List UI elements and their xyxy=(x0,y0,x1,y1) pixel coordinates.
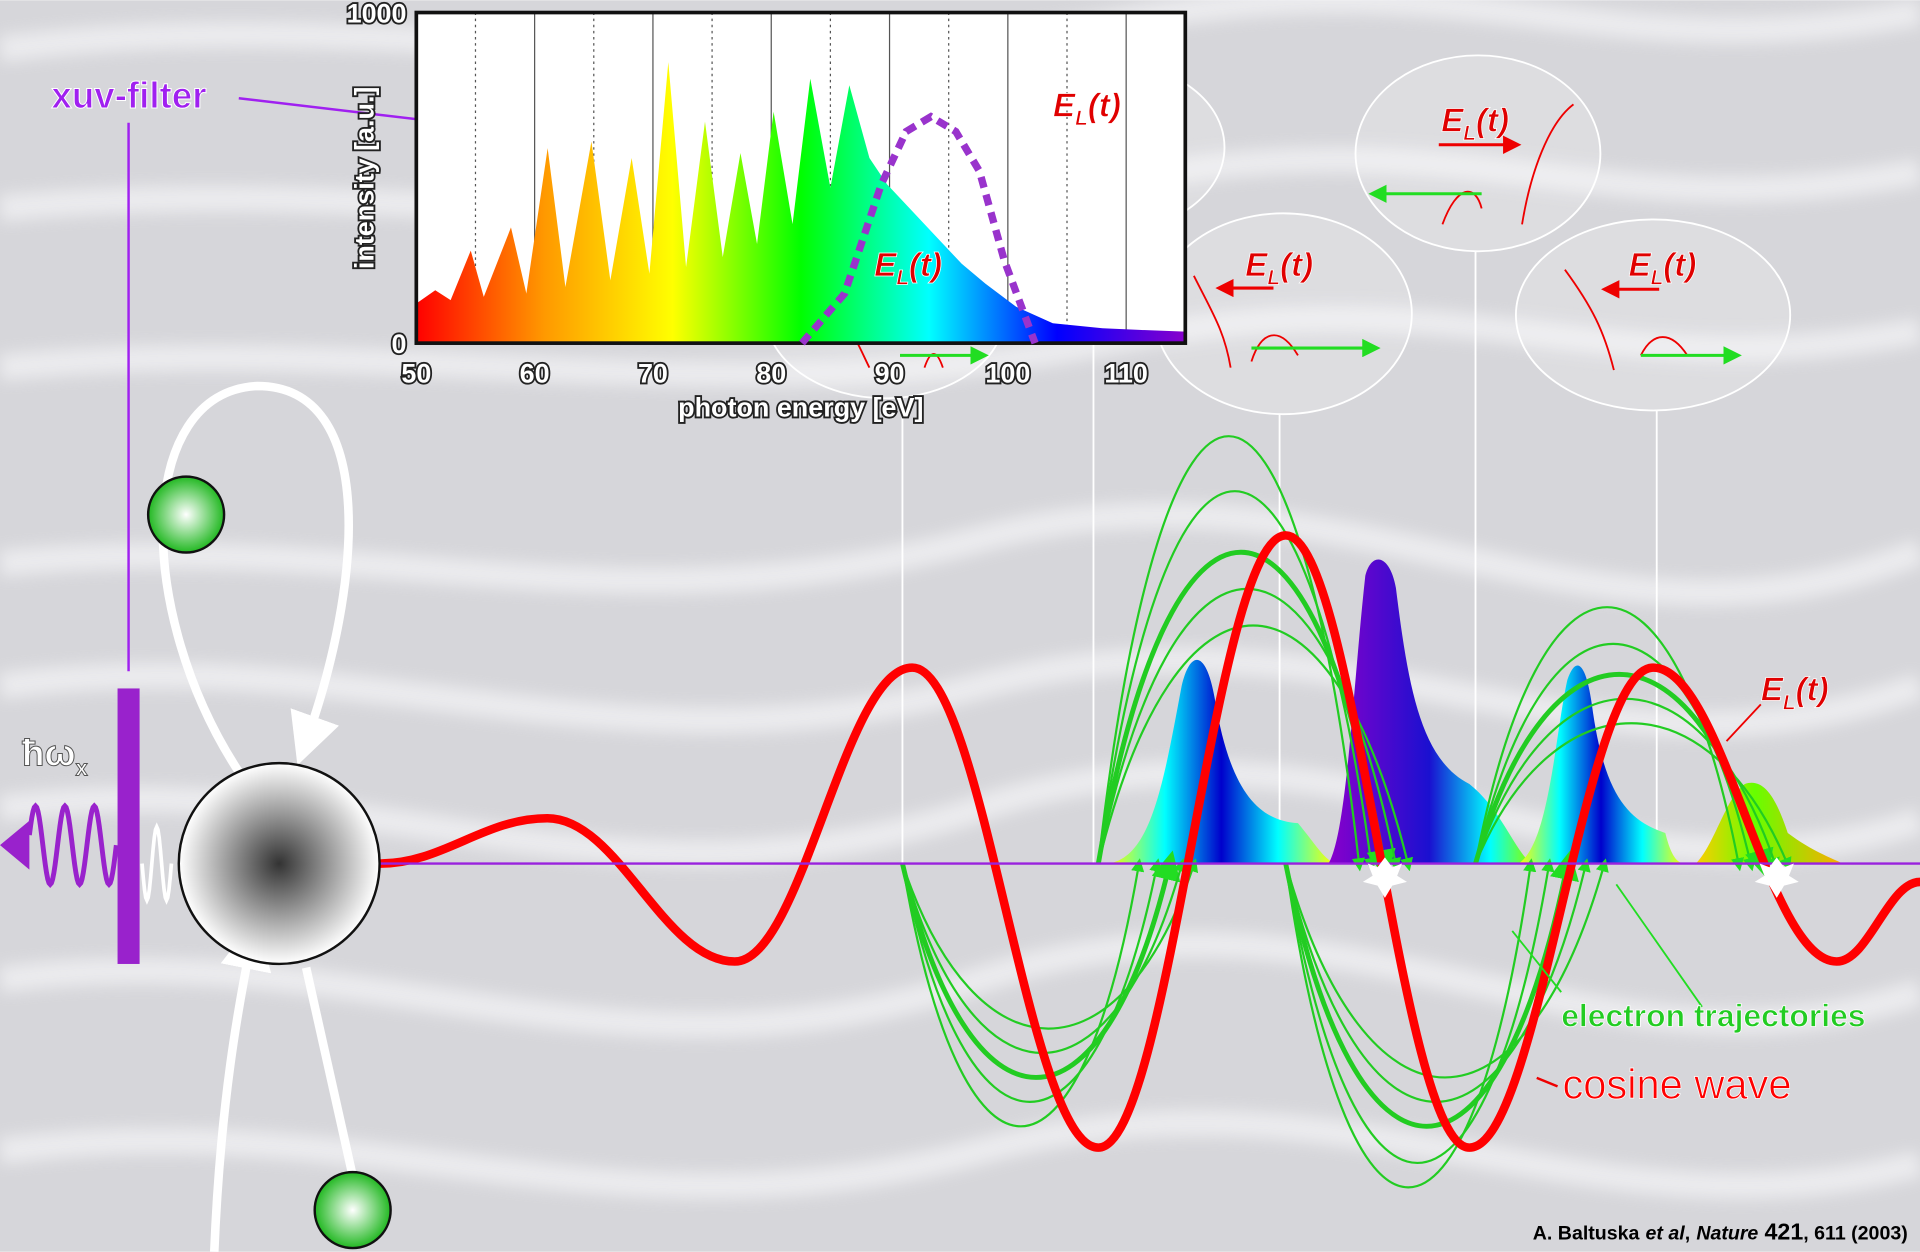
x-tick-label: 50 xyxy=(401,358,431,388)
citation-authors: A. Baltuska xyxy=(1533,1222,1641,1244)
x-tick-label: 100 xyxy=(985,358,1030,388)
field-subscript: L xyxy=(1651,266,1664,289)
field-argument: (t) xyxy=(1796,672,1829,709)
field-argument: (t) xyxy=(1088,88,1121,125)
field-symbol: E xyxy=(874,247,897,284)
x-tick-label: 60 xyxy=(520,358,550,388)
photon-subscript: x xyxy=(75,755,88,780)
x-axis-label: photon energy [eV] xyxy=(678,393,923,423)
field-label: EL(t) xyxy=(1441,102,1509,145)
citation-journal: Nature xyxy=(1696,1222,1758,1244)
field-subscript: L xyxy=(1267,266,1280,289)
field-label: EL(t) xyxy=(1245,247,1313,290)
filter-label: xuv-filter xyxy=(51,75,206,116)
y-tick-label: 1000 xyxy=(347,0,407,28)
trajectories-label: electron trajectories xyxy=(1561,997,1865,1033)
x-tick-label: 70 xyxy=(638,358,668,388)
field-subscript: L xyxy=(1463,122,1476,145)
citation-rest: , 611 (2003) xyxy=(1803,1222,1908,1244)
page: {"chart_data":{"type":"area","xlabel":"p… xyxy=(0,0,1920,1252)
y-tick-label: 0 xyxy=(392,329,407,359)
photon-symbol: ħω xyxy=(22,733,75,774)
y-axis-label: intensity [a.u.] xyxy=(349,87,379,270)
x-tick-label: 80 xyxy=(756,358,786,388)
field-symbol: E xyxy=(1053,88,1076,125)
field-argument: (t) xyxy=(909,247,942,284)
atom xyxy=(179,763,380,964)
electron xyxy=(315,1172,391,1248)
field-subscript: L xyxy=(896,266,909,289)
field-label: EL(t) xyxy=(1053,88,1121,131)
citation-sep: , xyxy=(1685,1222,1690,1244)
field-symbol: E xyxy=(1245,247,1268,284)
xuv-filter xyxy=(118,688,140,964)
field-label: EL(t) xyxy=(1761,672,1829,715)
field-symbol: E xyxy=(1761,672,1784,709)
field-symbol: E xyxy=(1441,102,1464,139)
x-tick-label: 90 xyxy=(875,358,905,388)
field-subscript: L xyxy=(1075,107,1088,130)
field-label: EL(t) xyxy=(1629,247,1697,290)
x-tick-label: 110 xyxy=(1104,358,1147,388)
citation-volume: 421 xyxy=(1764,1218,1803,1244)
field-subscript: L xyxy=(1783,691,1796,714)
field-argument: (t) xyxy=(1476,102,1509,139)
citation-etal: et al xyxy=(1646,1222,1686,1244)
field-argument: (t) xyxy=(1280,247,1313,284)
field-argument: (t) xyxy=(1663,247,1696,284)
wave-label: cosine wave xyxy=(1562,1061,1791,1108)
electron xyxy=(148,477,224,553)
field-symbol: E xyxy=(1629,247,1652,284)
diagram: xuv-filter ħωx electron trajectories cos… xyxy=(0,0,1920,1252)
field-label: EL(t) xyxy=(874,247,942,290)
